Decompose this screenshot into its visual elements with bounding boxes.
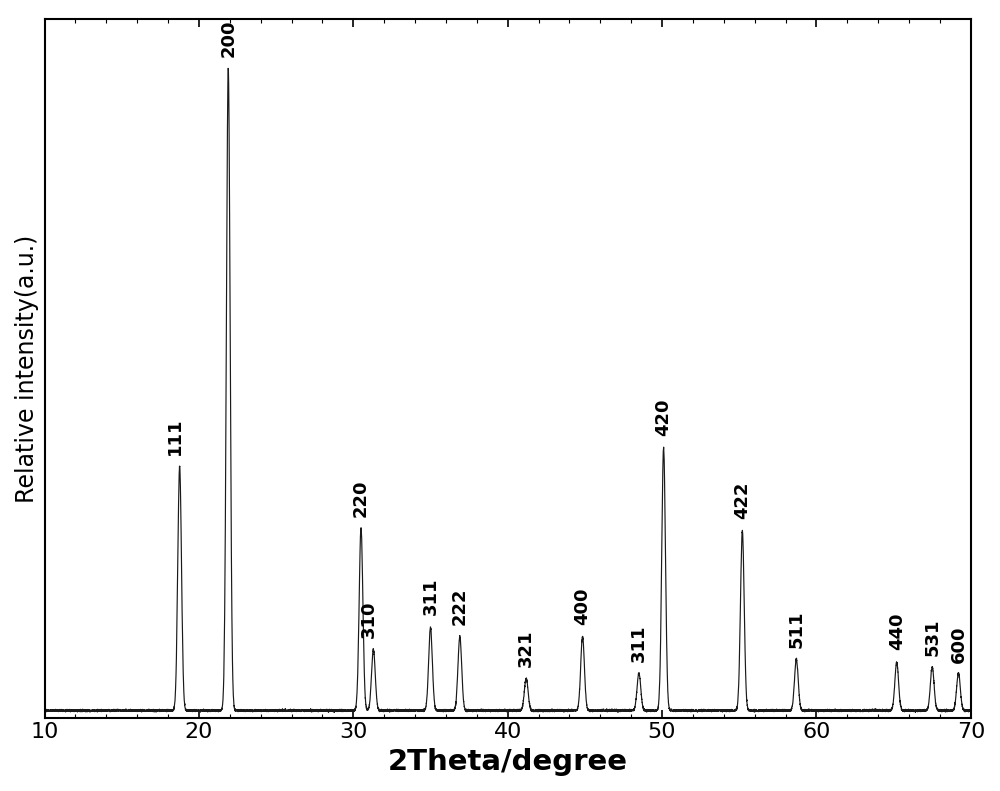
Y-axis label: Relative intensity(a.u.): Relative intensity(a.u.) xyxy=(15,234,39,502)
Text: 222: 222 xyxy=(451,588,469,625)
Text: 311: 311 xyxy=(421,578,439,615)
Text: 310: 310 xyxy=(360,601,378,638)
Text: 111: 111 xyxy=(166,418,184,455)
Text: 311: 311 xyxy=(630,625,648,662)
Text: 321: 321 xyxy=(517,630,535,668)
Text: 220: 220 xyxy=(352,479,370,517)
Text: 511: 511 xyxy=(787,611,805,649)
Text: 440: 440 xyxy=(888,613,906,650)
Text: 420: 420 xyxy=(655,399,673,436)
X-axis label: 2Theta/degree: 2Theta/degree xyxy=(388,748,628,776)
Text: 400: 400 xyxy=(574,588,592,625)
Text: 531: 531 xyxy=(923,619,941,656)
Text: 200: 200 xyxy=(219,20,237,58)
Text: 600: 600 xyxy=(949,626,967,663)
Text: 422: 422 xyxy=(733,482,751,519)
